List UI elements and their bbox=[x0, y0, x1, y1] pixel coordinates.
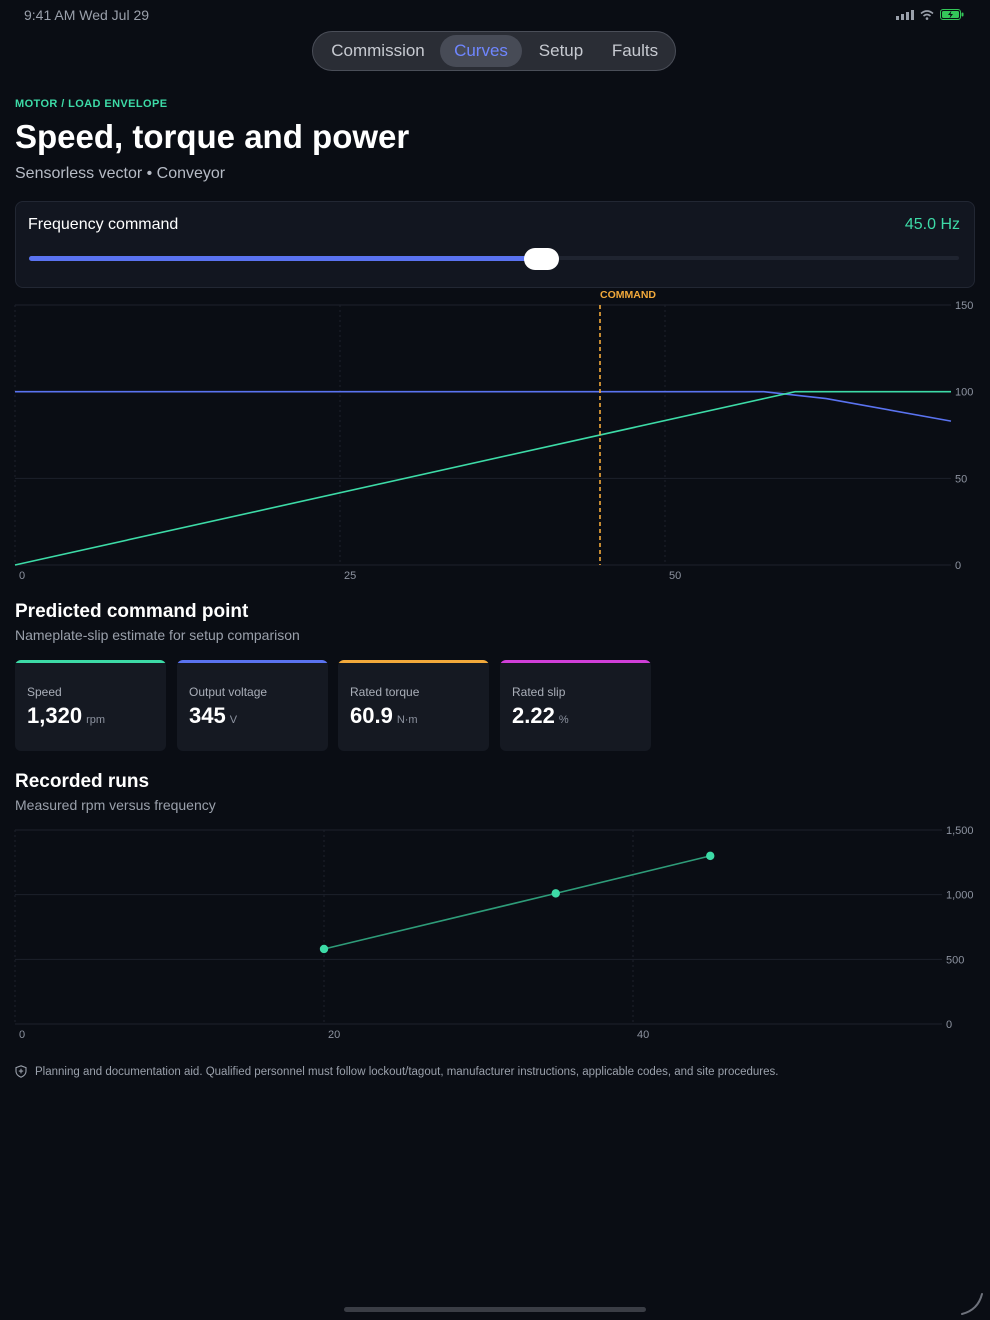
signal-icon bbox=[896, 9, 914, 20]
y-tick-label: 0 bbox=[955, 560, 961, 572]
kpi-unit: % bbox=[558, 714, 569, 726]
x-tick-label: 0 bbox=[19, 570, 25, 582]
series-line bbox=[14, 390, 951, 566]
disclaimer-text: Planning and documentation aid. Qualifie… bbox=[35, 1065, 779, 1078]
kpi-label: Rated torque bbox=[350, 685, 420, 699]
command-marker-label: COMMAND bbox=[600, 289, 656, 301]
frequency-slider-fill bbox=[29, 256, 541, 261]
kpi-unit: rpm bbox=[86, 714, 106, 726]
wifi-icon bbox=[920, 9, 934, 20]
data-point bbox=[551, 889, 560, 898]
kpi-label: Speed bbox=[27, 685, 62, 699]
kpi-value: 1,320 bbox=[27, 703, 83, 728]
kpi-label: Rated slip bbox=[512, 685, 566, 699]
y-tick-label: 150 bbox=[955, 300, 973, 312]
section-eyebrow: MOTOR / LOAD ENVELOPE bbox=[15, 98, 168, 110]
status-indicators bbox=[896, 9, 964, 20]
predicted-subtitle: Nameplate-slip estimate for setup compar… bbox=[15, 627, 300, 643]
x-tick-label: 50 bbox=[669, 570, 681, 582]
kpi-value-wrap: 345 V bbox=[189, 703, 237, 729]
y-tick-label: 50 bbox=[955, 473, 967, 485]
kpi-accent-bar bbox=[15, 660, 166, 663]
series-line bbox=[323, 855, 711, 950]
home-indicator bbox=[344, 1307, 646, 1312]
disclaimer: Planning and documentation aid. Qualifie… bbox=[15, 1065, 778, 1078]
recorded-subtitle: Measured rpm versus frequency bbox=[15, 797, 216, 813]
kpi-speed: Speed 1,320 rpm bbox=[15, 660, 166, 751]
x-tick-label: 20 bbox=[328, 1029, 340, 1041]
x-tick-label: 40 bbox=[637, 1029, 649, 1041]
frequency-card bbox=[15, 201, 975, 288]
tab-bar: Commission Curves Setup Faults bbox=[312, 31, 676, 71]
x-tick-label: 0 bbox=[19, 1029, 25, 1041]
kpi-value: 345 bbox=[189, 703, 226, 728]
frequency-slider-thumb[interactable] bbox=[523, 248, 559, 270]
envelope-chart: 0 50 100 150 0 25 50 COMMAND bbox=[14, 289, 973, 582]
kpi-value-wrap: 1,320 rpm bbox=[27, 703, 105, 729]
kpi-rated-torque: Rated torque 60.9 N·m bbox=[338, 660, 489, 751]
series-line bbox=[15, 390, 952, 422]
y-tick-label: 1,500 bbox=[946, 825, 974, 837]
page-subtitle: Sensorless vector • Conveyor bbox=[15, 165, 226, 182]
tab-faults[interactable]: Faults bbox=[611, 41, 659, 60]
predicted-title: Predicted command point bbox=[15, 601, 249, 622]
data-point bbox=[319, 944, 329, 954]
tab-setup[interactable]: Setup bbox=[538, 41, 584, 60]
kpi-value: 2.22 bbox=[512, 703, 555, 728]
tab-commission[interactable]: Commission bbox=[331, 41, 425, 60]
kpi-accent-bar bbox=[500, 660, 651, 663]
x-tick-label: 25 bbox=[344, 570, 356, 582]
status-time: 9:41 AM Wed Jul 29 bbox=[24, 7, 150, 23]
kpi-value-wrap: 2.22% bbox=[512, 703, 569, 729]
page-title: Speed, torque and power bbox=[15, 118, 410, 155]
kpi-rated-slip: Rated slip 2.22% bbox=[500, 660, 651, 751]
y-tick-label: 0 bbox=[946, 1019, 952, 1031]
kpi-unit: N·m bbox=[396, 714, 418, 726]
kpi-accent-bar bbox=[177, 660, 328, 663]
frequency-value: 45.0 Hz bbox=[904, 216, 960, 233]
kpi-value-wrap: 60.9 N·m bbox=[350, 703, 418, 729]
y-tick-label: 1,000 bbox=[946, 890, 974, 902]
recorded-runs-chart: 0 500 1,000 1,500 0 20 40 bbox=[14, 825, 974, 1041]
y-tick-label: 500 bbox=[946, 954, 964, 966]
y-tick-label: 100 bbox=[955, 387, 973, 399]
kpi-label: Output voltage bbox=[189, 685, 268, 699]
kpi-unit: V bbox=[229, 714, 238, 726]
battery-charging-icon bbox=[940, 9, 964, 20]
shield-icon bbox=[15, 1065, 27, 1078]
data-point bbox=[706, 851, 715, 861]
kpi-output-voltage: Output voltage 345 V bbox=[177, 660, 328, 751]
recorded-title: Recorded runs bbox=[15, 771, 150, 792]
tab-curves[interactable]: Curves bbox=[440, 35, 522, 67]
resize-handle-icon[interactable] bbox=[958, 1290, 986, 1318]
kpi-accent-bar bbox=[338, 660, 489, 663]
kpi-value: 60.9 bbox=[350, 703, 393, 728]
frequency-label: Frequency command bbox=[28, 216, 179, 233]
